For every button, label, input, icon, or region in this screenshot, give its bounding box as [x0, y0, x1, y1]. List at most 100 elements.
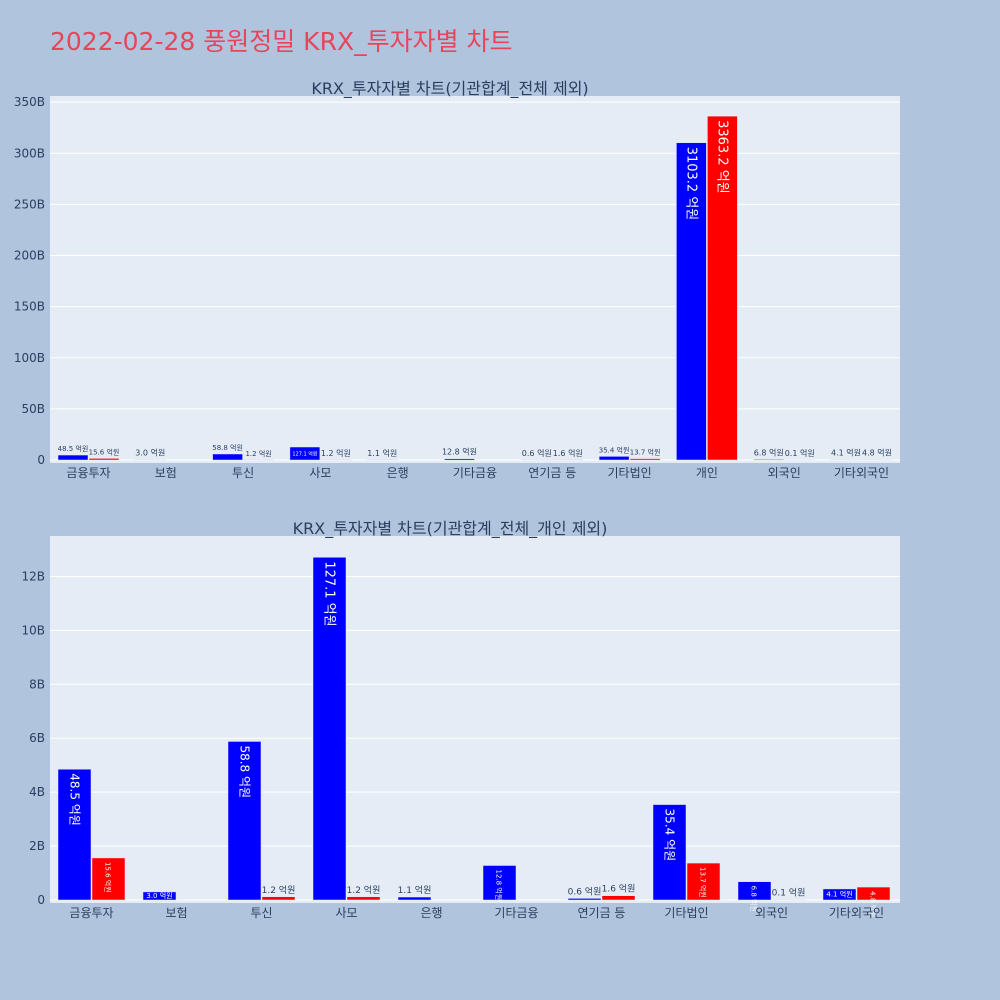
bottom-x-tick-label: 보험: [165, 906, 187, 920]
top-bar-label: 12.8 억원: [442, 447, 477, 457]
bottom-bar-label: 12.8 억원: [495, 869, 504, 900]
top-x-tick-label: 기타외국인: [834, 466, 889, 480]
top-x-tick-label: 투신: [232, 466, 254, 480]
top-bar-label: 1.2 억원: [321, 448, 351, 458]
top-bar-label: 3103.2 억원: [683, 147, 698, 221]
top-bar-label: 1.6 억원: [553, 448, 583, 458]
top-x-tick-label: 외국인: [768, 466, 801, 480]
bottom-y-tick-label: 0: [37, 893, 45, 907]
top-bar-label: 127.1 억원: [292, 451, 318, 458]
bottom-bar-buy: [482, 865, 517, 901]
top-y-tick-label: 150B: [14, 300, 45, 314]
bottom-y-tick-label: 12B: [21, 569, 45, 583]
bottom-chart-title: KRX_투자자별 차트(기관합계_전체_개인 제외): [293, 519, 608, 539]
top-x-tick-label: 기타금융: [453, 466, 497, 480]
top-bar-buy: [212, 453, 243, 461]
page-title: 2022-02-28 풍원정밀 KRX_투자자별 차트: [50, 27, 513, 56]
bottom-bar-label: 1.2 억원: [262, 884, 296, 896]
bottom-x-tick-label: 기타외국인: [829, 906, 884, 920]
top-y-tick-label: 100B: [14, 351, 45, 365]
bottom-bar-buy: [57, 768, 92, 901]
bottom-bar-label: 48.5 억원: [68, 773, 82, 826]
top-bar-label: 3.0 억원: [135, 448, 165, 458]
bottom-bar-label: 1.2 억원: [347, 884, 381, 896]
top-bar-label: 13.7 억원: [630, 448, 661, 457]
top-bar-buy: [753, 459, 784, 461]
bottom-bar-label: 127.1 억원: [322, 561, 337, 626]
bottom-x-tick-label: 금융투자: [69, 906, 113, 920]
top-y-tick-label: 350B: [14, 95, 45, 109]
bottom-bar-label: 4.8 억원: [869, 891, 878, 917]
top-bar-label: 35.4 억원: [599, 445, 630, 454]
top-bar-label: 1.1 억원: [367, 448, 397, 458]
bottom-bar-buy: [737, 881, 772, 901]
bottom-bar-sell: [601, 895, 636, 901]
bottom-bar-buy: [312, 557, 347, 901]
top-bar-label: 0.6 억원: [522, 448, 552, 458]
top-y-tick-label: 250B: [14, 197, 45, 211]
bottom-bar-label: 0.6 억원: [568, 885, 602, 897]
top-bar-sell: [707, 115, 738, 461]
bottom-x-tick-label: 기타법인: [664, 906, 708, 920]
top-bar-buy: [289, 446, 321, 461]
bottom-bar-label: 15.6 억원: [104, 862, 113, 893]
bottom-y-tick-label: 4B: [29, 785, 45, 799]
bottom-bar-sell: [346, 896, 381, 901]
bottom-bar-label: 6.8 억원: [750, 886, 759, 912]
bottom-bar-buy: [822, 888, 857, 901]
top-bar-label: 15.6 억원: [89, 447, 120, 456]
bottom-bar-label: 13.7 억원: [699, 867, 708, 898]
top-chart-title: KRX_투자자별 차트(기관합계_전체 제외): [311, 79, 588, 99]
bottom-bar-sell: [261, 896, 296, 901]
top-bar-label: 48.5 억원: [58, 444, 89, 453]
bottom-bar-buy: [397, 896, 432, 901]
bottom-bar-label: 1.1 억원: [398, 884, 432, 896]
bottom-bar-buy: [652, 804, 687, 901]
bottom-plot-area: [50, 536, 900, 903]
bottom-bar-label: 4.1 억원: [826, 889, 852, 898]
top-bar-label: 4.8 억원: [862, 448, 892, 458]
bottom-bar-label: 0.1 억원: [772, 887, 806, 899]
top-bar-buy: [57, 454, 89, 461]
bottom-x-tick-label: 은행: [420, 905, 442, 920]
top-bar-label: 4.1 억원: [831, 448, 861, 458]
bottom-y-tick-label: 2B: [29, 839, 45, 853]
top-bar-label: 58.8 억원: [212, 443, 243, 452]
top-x-tick-label: 기타법인: [608, 466, 652, 480]
top-plot-area: [50, 96, 900, 463]
top-bar-sell: [88, 458, 120, 461]
bottom-x-tick-label: 투신: [250, 906, 272, 920]
top-x-tick-label: 사모: [309, 466, 331, 480]
bottom-bar-label: 3.0 억원: [146, 891, 172, 900]
bottom-bar-buy: [227, 741, 262, 901]
top-bar-label: 6.8 억원: [754, 447, 784, 457]
bottom-x-tick-label: 기타금융: [494, 906, 538, 920]
top-x-tick-label: 개인: [696, 466, 718, 480]
bottom-x-tick-label: 사모: [335, 906, 357, 920]
top-y-tick-label: 50B: [21, 402, 45, 416]
top-x-tick-label: 금융투자: [66, 466, 110, 480]
bottom-x-tick-label: 연기금 등: [578, 906, 626, 920]
top-y-tick-label: 0: [37, 453, 45, 467]
bottom-bar-label: 35.4 억원: [663, 809, 677, 862]
bottom-y-tick-label: 8B: [29, 677, 45, 691]
top-x-tick-label: 은행: [387, 465, 409, 480]
bottom-x-tick-label: 외국인: [755, 906, 788, 920]
bottom-bar-sell: [856, 886, 891, 901]
top-bar-label: 1.2 억원: [245, 449, 271, 458]
top-y-tick-label: 300B: [14, 146, 45, 160]
top-bar-buy: [676, 142, 707, 461]
top-x-tick-label: 보험: [155, 466, 177, 480]
top-bar-label: 3363.2 억원: [714, 120, 729, 194]
top-bar-sell: [629, 458, 661, 461]
bottom-bar-label: 58.8 억원: [238, 745, 252, 798]
top-bar-buy: [444, 458, 475, 461]
top-bar-buy: [598, 456, 630, 461]
top-y-tick-label: 200B: [14, 249, 45, 263]
top-x-tick-label: 연기금 등: [528, 466, 576, 480]
bottom-y-tick-label: 10B: [21, 623, 45, 637]
bottom-bar-label: 1.6 억원: [602, 883, 636, 895]
bottom-y-tick-label: 6B: [29, 731, 45, 745]
bottom-bar-buy: [567, 898, 602, 901]
